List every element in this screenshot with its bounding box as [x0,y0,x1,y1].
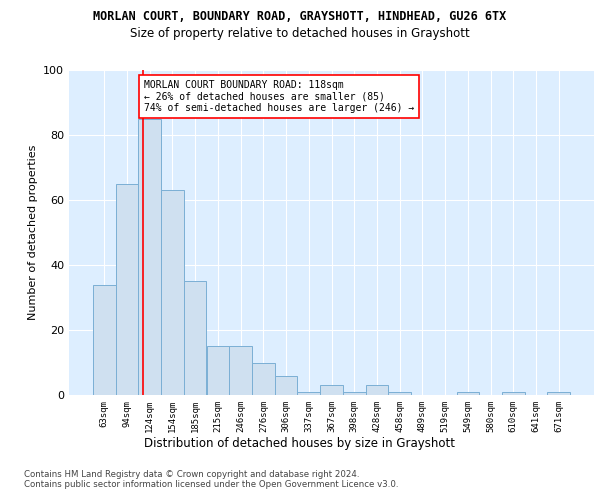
Y-axis label: Number of detached properties: Number of detached properties [28,145,38,320]
Bar [388,392,411,395]
Text: Size of property relative to detached houses in Grayshott: Size of property relative to detached ho… [130,28,470,40]
Bar [93,284,116,395]
Text: MORLAN COURT, BOUNDARY ROAD, GRAYSHOTT, HINDHEAD, GU26 6TX: MORLAN COURT, BOUNDARY ROAD, GRAYSHOTT, … [94,10,506,23]
Text: Distribution of detached houses by size in Grayshott: Distribution of detached houses by size … [145,438,455,450]
Bar [547,392,570,395]
Bar [457,392,479,395]
Bar [229,346,252,395]
Bar [365,385,388,395]
Bar [161,190,184,395]
Bar [184,281,206,395]
Bar [502,392,524,395]
Bar [275,376,298,395]
Bar [116,184,139,395]
Bar [320,385,343,395]
Bar [252,362,275,395]
Bar [206,346,229,395]
Bar [343,392,365,395]
Text: MORLAN COURT BOUNDARY ROAD: 118sqm
← 26% of detached houses are smaller (85)
74%: MORLAN COURT BOUNDARY ROAD: 118sqm ← 26%… [144,80,414,113]
Bar [298,392,320,395]
Bar [139,118,161,395]
Text: Contains HM Land Registry data © Crown copyright and database right 2024.
Contai: Contains HM Land Registry data © Crown c… [24,470,398,490]
